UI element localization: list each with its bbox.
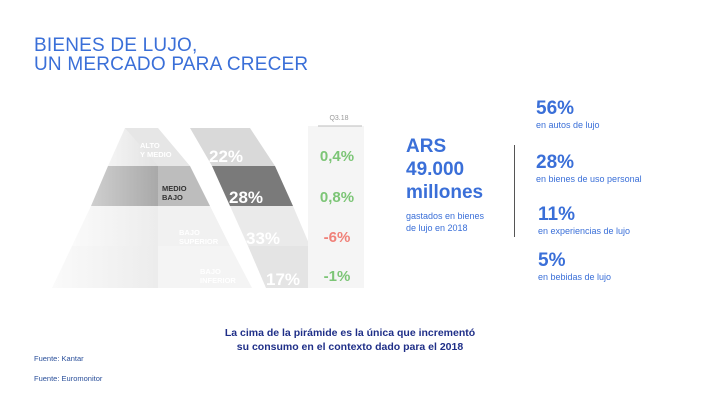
q-value-2: 0,8%	[319, 189, 355, 206]
pyramid-level-2	[91, 166, 158, 206]
segment-label-1: ALTO Y MEDIO	[140, 141, 172, 159]
band-2	[212, 166, 293, 206]
segment-label-4: BAJO INFERIOR	[200, 267, 236, 285]
stat-1: 56% en autos de lujo	[536, 98, 600, 130]
title-line-1: BIENES DE LUJO,	[34, 35, 198, 56]
stat-2: 28% en bienes de uso personal	[536, 152, 642, 184]
q-value-3: -6%	[323, 229, 351, 246]
q-value-4: -1%	[323, 268, 351, 285]
source-euromonitor: Fuente: Euromonitor	[34, 374, 103, 383]
title-line-2: UN MERCADO PARA CRECER	[34, 54, 309, 75]
band-1	[190, 128, 275, 166]
q-value-1: 0,4%	[319, 148, 355, 165]
segment-pct-2: 28%	[229, 188, 264, 207]
spend-caption: gastados en bienes de lujo en 2018	[406, 211, 485, 233]
segment-label-3: BAJO SUPERIOR	[179, 228, 219, 246]
divider	[514, 145, 515, 237]
segment-pct-3: 33%	[246, 229, 281, 248]
slide-title: BIENES DE LUJO, UN MERCADO PARA CRECER	[34, 36, 308, 74]
segment-label-2: MEDIO BAJO	[162, 184, 187, 202]
pyramid-level-4	[52, 246, 158, 288]
q-header: Q3.18	[329, 115, 349, 122]
stat-3: 11% en experiencias de lujo	[538, 204, 631, 236]
band-3	[230, 206, 310, 246]
stat-4: 5% en bebidas de lujo	[538, 250, 612, 282]
source-kantar: Fuente: Kantar	[34, 354, 84, 363]
pyramid-level-3	[72, 206, 158, 246]
bottom-caption: La cima de la pirámide es la única que i…	[224, 327, 476, 353]
pyramid-chart	[52, 125, 364, 288]
segment-pct-1: 22%	[209, 147, 244, 166]
spend-amount: ARS 49.000 millones	[406, 136, 484, 203]
segment-pct-4: 17%	[266, 270, 301, 289]
